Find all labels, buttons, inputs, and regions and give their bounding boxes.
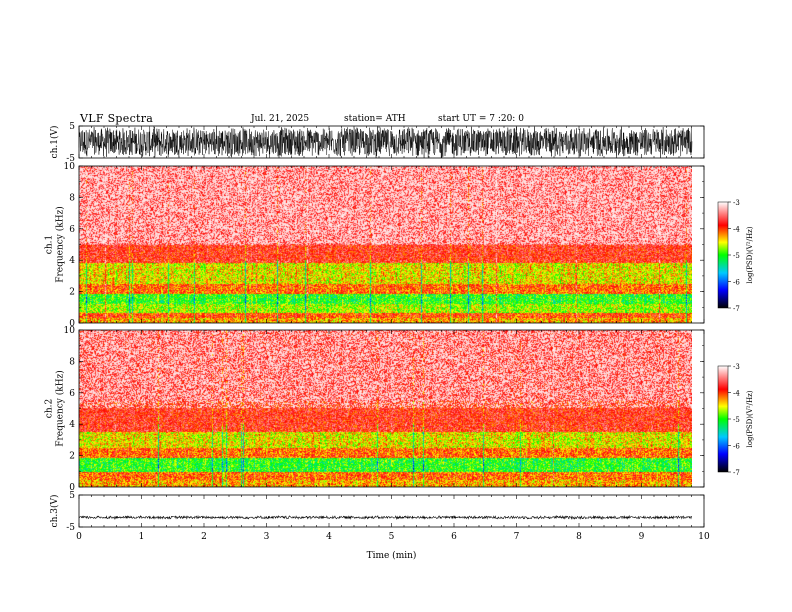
y-tick-label: 0 — [69, 319, 75, 329]
start-time-label: start UT = 7 :20: 0 — [438, 114, 524, 124]
y-tick-label: 8 — [69, 357, 75, 367]
ch3-waveform-trace — [78, 514, 693, 521]
ch1-spectrogram-ylabel-line: ch.1 — [45, 235, 55, 254]
y-tick-label: -5 — [66, 523, 75, 533]
colorbar-tick-label: -3 — [733, 199, 740, 207]
colorbar-tick-label: -4 — [733, 390, 740, 398]
ch1-waveform-trace — [78, 126, 693, 158]
y-tick-label: 10 — [64, 326, 76, 336]
colorbar-tick-label: -3 — [733, 363, 740, 371]
x-tick-label: 7 — [514, 532, 520, 542]
ch3-waveform-ylabel-line: ch.3(V) — [49, 495, 60, 528]
date-label: Jul. 21, 2025 — [251, 114, 310, 124]
ch1-colorbar-label: log(PSD)(V²/Hz) — [746, 226, 754, 283]
y-tick-label: 6 — [69, 225, 75, 235]
ch1-waveform-ylabel-line: ch.1(V) — [49, 126, 60, 159]
colorbar-tick-label: -7 — [733, 469, 740, 477]
y-tick-label: 10 — [64, 162, 76, 172]
y-tick-label: 0 — [69, 483, 75, 493]
ch2-spectrogram-image — [79, 330, 692, 487]
y-tick-label: 4 — [69, 256, 75, 266]
ch1-spectrogram-ylabel-line: Frequency (kHz) — [55, 206, 66, 283]
ch2-spectrogram-ylabel: ch.2 Frequency (kHz) — [45, 370, 66, 447]
ch2-spectrogram-ylabel-line: ch.2 — [45, 399, 55, 418]
x-tick-label: 5 — [389, 532, 395, 542]
colorbar-tick-label: -5 — [733, 416, 740, 424]
y-tick-label: 4 — [69, 420, 75, 430]
ch1-colorbar — [717, 201, 729, 309]
colorbar-label: log(PSD)(V²/Hz) — [746, 226, 754, 283]
ch2-spectrogram-ylabel-line: Frequency (kHz) — [55, 370, 66, 447]
x-tick-label: 6 — [451, 532, 457, 542]
x-tick-label: 8 — [576, 532, 582, 542]
station-label: station= ATH — [344, 114, 406, 124]
colorbar-tick-label: -7 — [733, 305, 740, 313]
colorbar-tick-label: -4 — [733, 226, 740, 234]
ch2-colorbar-label: log(PSD)(V²/Hz) — [746, 390, 754, 447]
x-tick-label: 2 — [201, 532, 207, 542]
y-tick-label: 6 — [69, 389, 75, 399]
ch1-spectrogram-image — [79, 166, 692, 323]
y-tick-label: -5 — [66, 154, 75, 164]
x-tick-label: 10 — [698, 532, 710, 542]
y-tick-label: 5 — [69, 491, 75, 501]
ch2-colorbar — [717, 365, 729, 473]
x-tick-label: 0 — [76, 532, 82, 542]
ch1-waveform-ylabel: ch.1(V) — [49, 126, 60, 159]
y-tick-label: 5 — [69, 122, 75, 132]
x-tick-label: 1 — [139, 532, 145, 542]
colorbar-tick-label: -5 — [733, 252, 740, 260]
ch3-waveform-ylabel: ch.3(V) — [49, 495, 60, 528]
colorbar-tick-label: -6 — [733, 279, 740, 287]
x-tick-label: 4 — [326, 532, 332, 542]
x-tick-label: 9 — [639, 532, 645, 542]
ch3-waveform-frame — [78, 494, 705, 528]
ch1-spectrogram-ylabel: ch.1 Frequency (kHz) — [45, 206, 66, 283]
x-tick-label: 3 — [264, 532, 270, 542]
colorbar-tick-label: -6 — [733, 443, 740, 451]
colorbar-label: log(PSD)(V²/Hz) — [746, 390, 754, 447]
y-tick-label: 8 — [69, 193, 75, 203]
y-tick-label: 2 — [69, 288, 75, 298]
time-axis-label: Time (min) — [367, 550, 417, 561]
y-tick-label: 2 — [69, 452, 75, 462]
chart-title: VLF Spectra — [80, 112, 154, 125]
